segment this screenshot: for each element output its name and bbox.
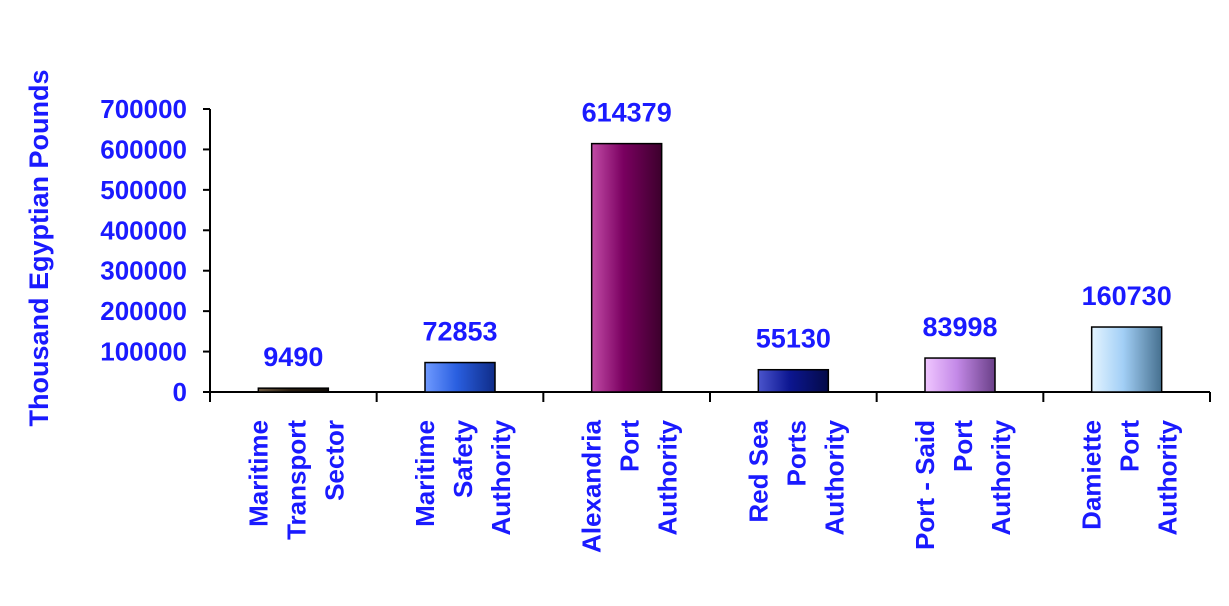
bar (590, 142, 663, 393)
x-category-label: Port (1115, 420, 1145, 472)
bar (1090, 326, 1163, 393)
x-category-label: Authority (1153, 419, 1183, 535)
x-category-label: Port (615, 420, 645, 472)
data-label: 83998 (922, 312, 997, 342)
x-category-label: Port - Said (910, 420, 940, 550)
data-label: 9490 (263, 342, 323, 372)
bar (924, 357, 996, 393)
x-category-label: Ports (781, 420, 811, 486)
data-label: 55130 (756, 324, 831, 354)
data-label: 160730 (1082, 281, 1172, 311)
x-category-label: Authority (486, 419, 516, 535)
x-category-label: Transport (281, 420, 311, 540)
x-category-label: Sector (319, 420, 349, 501)
bar (757, 368, 830, 393)
x-category-label: Alexandria (577, 419, 607, 552)
x-category-label: Maritime (243, 420, 273, 527)
x-category-label: Authority (986, 419, 1016, 535)
y-tick-label: 600000 (100, 134, 187, 164)
x-category-label: Damiette (1077, 420, 1107, 530)
y-tick-label: 200000 (100, 296, 187, 326)
x-category-label: Port (948, 420, 978, 472)
y-tick-label: 700000 (100, 94, 187, 124)
y-tick-label: 100000 (100, 337, 187, 367)
bar (424, 361, 496, 393)
y-axis-title: Thousand Egyptian Pounds (24, 70, 54, 427)
x-category-label: Authority (653, 419, 683, 535)
data-label: 72853 (422, 317, 497, 347)
y-tick-label: 0 (173, 377, 187, 407)
x-category-label: Red Sea (743, 419, 773, 522)
y-tick-label: 300000 (100, 256, 187, 286)
x-category-label: Maritime (410, 420, 440, 527)
data-label: 614379 (582, 98, 672, 128)
x-category-label: Authority (819, 419, 849, 535)
x-category-label: Safety (448, 419, 478, 498)
y-tick-label: 400000 (100, 215, 187, 245)
y-tick-label: 500000 (100, 175, 187, 205)
bar (257, 387, 330, 393)
